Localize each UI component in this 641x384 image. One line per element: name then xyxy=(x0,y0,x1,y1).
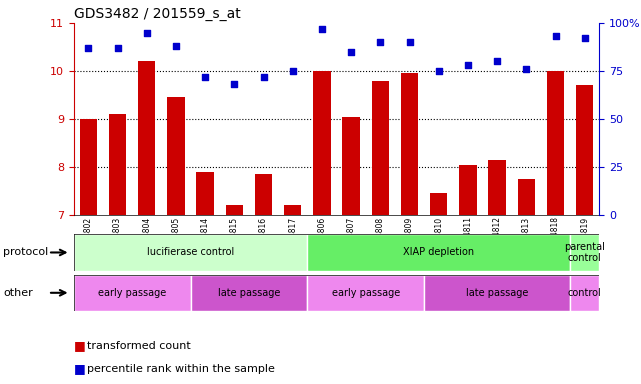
Text: transformed count: transformed count xyxy=(87,341,190,351)
Bar xyxy=(196,172,214,215)
Point xyxy=(492,58,503,65)
Point xyxy=(463,62,473,68)
Text: percentile rank within the sample: percentile rank within the sample xyxy=(87,364,274,374)
Point xyxy=(433,68,444,74)
Bar xyxy=(488,160,506,215)
Text: early passage: early passage xyxy=(98,288,166,298)
Bar xyxy=(342,117,360,215)
Bar xyxy=(284,205,301,215)
Point xyxy=(375,39,385,45)
Point xyxy=(404,39,415,45)
Point xyxy=(288,68,298,74)
Title: GDS3482 / 201559_s_at: GDS3482 / 201559_s_at xyxy=(74,7,240,21)
Point xyxy=(229,81,240,88)
Bar xyxy=(167,98,185,215)
Text: late passage: late passage xyxy=(218,288,280,298)
Bar xyxy=(190,275,307,311)
Text: late passage: late passage xyxy=(466,288,528,298)
Point xyxy=(112,45,122,51)
Bar xyxy=(576,86,594,215)
Bar xyxy=(307,275,424,311)
Bar xyxy=(109,114,126,215)
Text: parental
control: parental control xyxy=(564,242,605,263)
Text: XIAP depletion: XIAP depletion xyxy=(403,247,474,258)
Text: lucifierase control: lucifierase control xyxy=(147,247,234,258)
Bar xyxy=(430,194,447,215)
Text: ■: ■ xyxy=(74,339,85,352)
Bar xyxy=(79,119,97,215)
Bar xyxy=(547,71,564,215)
Text: ■: ■ xyxy=(74,362,85,375)
Point xyxy=(200,74,210,80)
Bar xyxy=(138,61,156,215)
Text: early passage: early passage xyxy=(331,288,400,298)
Bar xyxy=(372,81,389,215)
Bar xyxy=(307,234,570,271)
Point xyxy=(258,74,269,80)
Bar xyxy=(424,275,570,311)
Bar xyxy=(254,174,272,215)
Bar xyxy=(401,73,419,215)
Bar xyxy=(570,234,599,271)
Bar xyxy=(74,275,190,311)
Point xyxy=(579,35,590,41)
Bar xyxy=(74,234,307,271)
Bar xyxy=(517,179,535,215)
Text: protocol: protocol xyxy=(3,247,49,258)
Bar xyxy=(313,71,331,215)
Point xyxy=(317,26,327,32)
Text: control: control xyxy=(568,288,602,298)
Text: other: other xyxy=(3,288,33,298)
Point xyxy=(521,66,531,72)
Bar xyxy=(570,275,599,311)
Point xyxy=(142,30,152,36)
Point xyxy=(171,43,181,49)
Bar xyxy=(226,205,243,215)
Point xyxy=(346,49,356,55)
Bar xyxy=(459,165,477,215)
Point xyxy=(551,33,561,40)
Point xyxy=(83,45,94,51)
